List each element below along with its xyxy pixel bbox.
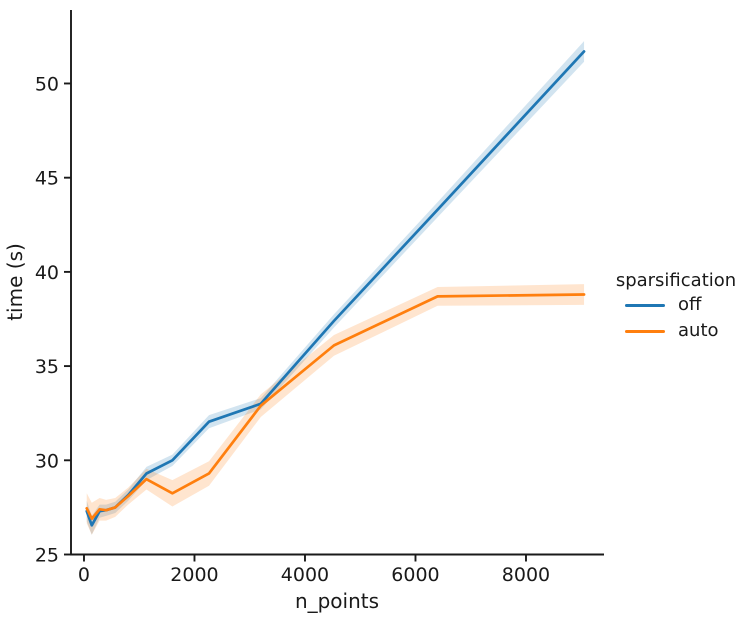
- legend-label-off: off: [678, 294, 702, 315]
- legend-title: sparsification: [615, 270, 737, 291]
- y-tick-label: 40: [35, 262, 59, 284]
- confidence-bands: [86, 41, 585, 535]
- legend-item-auto: auto: [606, 318, 746, 344]
- tick-labels: 0 2000 4000 6000 8000 25 30 35 40 45 50: [35, 73, 550, 586]
- y-tick-label: 30: [35, 450, 59, 472]
- x-tick-label: 6000: [391, 564, 439, 586]
- x-axis-label: n_points: [295, 589, 379, 613]
- y-axis-label: time (s): [3, 243, 27, 321]
- series-line-auto: [85, 293, 586, 521]
- x-tick-label: 2000: [170, 564, 218, 586]
- x-tick-label: 8000: [502, 564, 550, 586]
- legend-label-auto: auto: [678, 320, 719, 341]
- axes: [64, 10, 604, 562]
- legend-line-off-icon: [625, 303, 665, 307]
- y-tick-label: 45: [35, 168, 59, 190]
- legend-item-off: off: [606, 292, 746, 318]
- legend: sparsification off auto: [606, 270, 746, 344]
- y-tick-label: 35: [35, 356, 59, 378]
- y-tick-label: 25: [35, 545, 59, 567]
- y-tick-label: 50: [35, 73, 59, 95]
- x-tick-label: 4000: [281, 564, 329, 586]
- legend-line-auto-icon: [625, 329, 665, 333]
- series-lines: [85, 50, 586, 527]
- x-tick-label: 0: [78, 564, 90, 586]
